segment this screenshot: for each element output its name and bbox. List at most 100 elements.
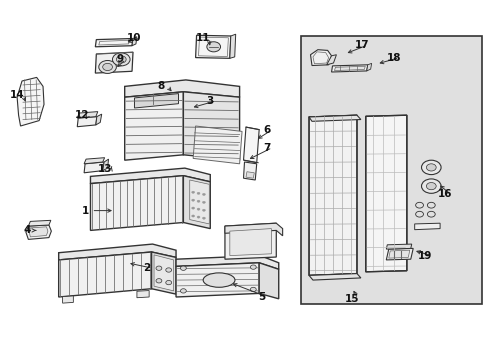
Text: 8: 8: [158, 81, 164, 91]
Circle shape: [197, 192, 200, 194]
Text: 9: 9: [116, 54, 123, 64]
Circle shape: [191, 207, 194, 209]
Polygon shape: [259, 263, 278, 299]
Circle shape: [191, 191, 194, 193]
Circle shape: [197, 216, 200, 218]
Circle shape: [250, 287, 256, 292]
Polygon shape: [134, 94, 178, 108]
Circle shape: [156, 279, 162, 283]
Polygon shape: [28, 220, 51, 226]
Polygon shape: [310, 50, 331, 66]
Circle shape: [250, 265, 256, 269]
Ellipse shape: [203, 273, 235, 287]
Circle shape: [102, 63, 112, 71]
Polygon shape: [90, 168, 210, 184]
Circle shape: [202, 217, 205, 219]
Circle shape: [426, 164, 435, 171]
Text: 6: 6: [263, 125, 269, 135]
Circle shape: [165, 268, 171, 272]
Circle shape: [202, 201, 205, 203]
Polygon shape: [26, 225, 51, 239]
Polygon shape: [386, 248, 412, 260]
Text: 16: 16: [437, 189, 451, 199]
Polygon shape: [29, 227, 48, 237]
Polygon shape: [183, 176, 210, 229]
Text: 19: 19: [417, 251, 432, 261]
Polygon shape: [84, 162, 104, 173]
Circle shape: [415, 202, 423, 208]
Text: 2: 2: [143, 263, 150, 273]
Circle shape: [202, 209, 205, 211]
Circle shape: [156, 266, 162, 270]
Circle shape: [191, 215, 194, 217]
Text: 5: 5: [258, 292, 264, 302]
Circle shape: [415, 211, 423, 217]
Text: 4: 4: [23, 225, 31, 235]
Circle shape: [206, 42, 220, 52]
Polygon shape: [183, 92, 239, 160]
Polygon shape: [176, 256, 278, 269]
Text: 11: 11: [195, 33, 210, 43]
Polygon shape: [334, 66, 365, 71]
Polygon shape: [224, 223, 276, 259]
Text: 13: 13: [98, 164, 112, 174]
Circle shape: [112, 53, 130, 66]
Text: 14: 14: [10, 90, 24, 100]
Circle shape: [427, 211, 434, 217]
Polygon shape: [243, 127, 259, 163]
Polygon shape: [59, 244, 176, 260]
Polygon shape: [17, 77, 44, 126]
Polygon shape: [124, 80, 239, 97]
Polygon shape: [154, 255, 173, 291]
Polygon shape: [388, 250, 409, 258]
Polygon shape: [77, 117, 97, 127]
Polygon shape: [95, 39, 133, 47]
Polygon shape: [124, 92, 183, 160]
Circle shape: [197, 200, 200, 202]
Polygon shape: [229, 229, 271, 256]
Polygon shape: [59, 252, 151, 297]
Circle shape: [165, 280, 171, 285]
Text: 18: 18: [386, 53, 400, 63]
Circle shape: [180, 266, 186, 270]
Polygon shape: [84, 158, 104, 164]
Text: 17: 17: [354, 40, 368, 50]
Circle shape: [421, 160, 440, 175]
Polygon shape: [414, 223, 439, 230]
Polygon shape: [366, 63, 371, 71]
Text: 7: 7: [262, 143, 270, 153]
Circle shape: [99, 60, 116, 73]
Polygon shape: [62, 296, 73, 303]
Polygon shape: [245, 172, 254, 178]
Text: 3: 3: [206, 96, 213, 106]
Polygon shape: [308, 115, 360, 121]
Polygon shape: [224, 223, 282, 236]
Polygon shape: [132, 37, 137, 46]
Circle shape: [202, 193, 205, 195]
Polygon shape: [326, 55, 336, 65]
Polygon shape: [331, 65, 367, 72]
Text: 12: 12: [75, 110, 89, 120]
Polygon shape: [308, 115, 356, 275]
Polygon shape: [386, 244, 411, 249]
Circle shape: [426, 183, 435, 190]
Text: 1: 1: [82, 206, 89, 216]
Circle shape: [421, 179, 440, 193]
Polygon shape: [365, 115, 406, 272]
Circle shape: [180, 289, 186, 293]
Polygon shape: [308, 274, 360, 280]
Text: 15: 15: [344, 294, 359, 304]
Polygon shape: [90, 176, 183, 230]
Polygon shape: [102, 159, 108, 171]
Polygon shape: [77, 112, 98, 118]
Polygon shape: [189, 180, 209, 224]
Circle shape: [197, 208, 200, 210]
Text: 10: 10: [127, 33, 142, 43]
Polygon shape: [229, 34, 235, 58]
Circle shape: [427, 202, 434, 208]
Bar: [300, 36, 481, 304]
Polygon shape: [243, 162, 256, 180]
Polygon shape: [151, 252, 176, 294]
Polygon shape: [176, 263, 259, 297]
Circle shape: [116, 56, 126, 63]
